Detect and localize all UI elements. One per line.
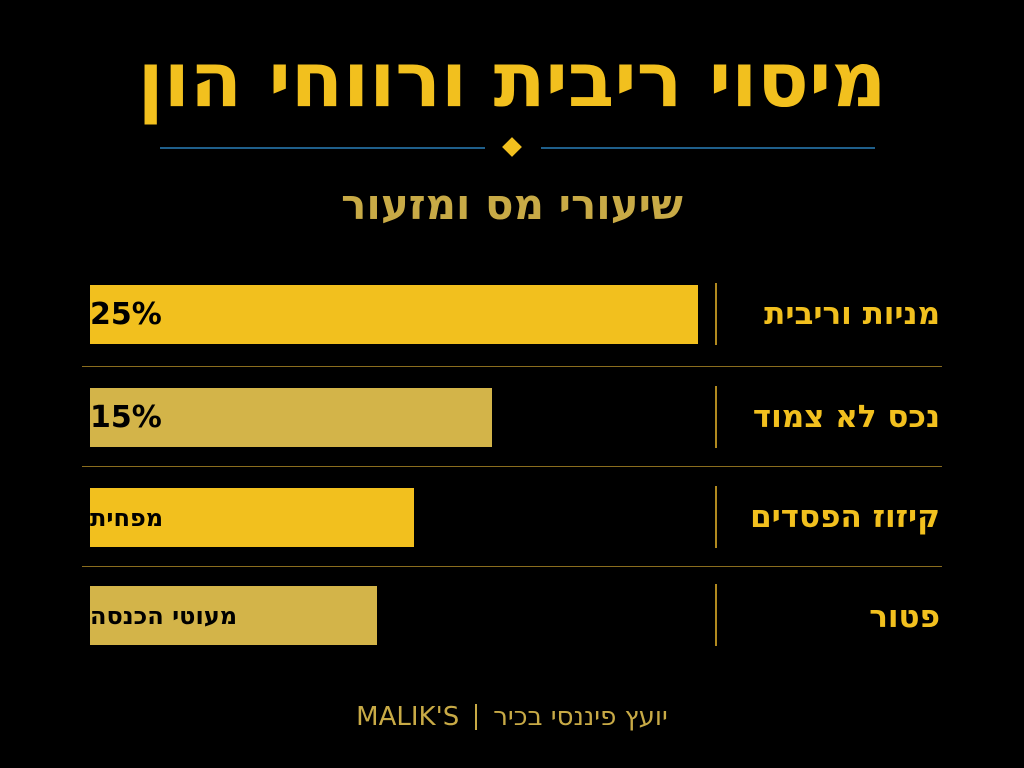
row-label: נכס לא צמוד [752, 399, 940, 435]
separator [715, 486, 717, 548]
row-separator [82, 466, 942, 467]
divider-line [160, 147, 485, 149]
separator [715, 584, 717, 646]
separator [715, 386, 717, 448]
bar: 15% [90, 388, 492, 447]
footer: MALIK'S יועץ פיננסי בכיר [0, 700, 1024, 734]
separator [715, 283, 717, 345]
row-separator [82, 566, 942, 567]
bar-value: מעוטי הכנסה [90, 601, 238, 630]
title: מיסוי ריבית ורווחי הון [137, 35, 887, 124]
divider-line [541, 147, 875, 149]
bar-value: 15% [90, 400, 162, 435]
bar: מעוטי הכנסה [90, 586, 377, 645]
bar-value: 25% [90, 297, 162, 332]
footer-brand: MALIK'S [356, 702, 460, 732]
row-label: מניות וריבית [764, 296, 940, 332]
footer-tagline: יועץ פיננסי בכיר [493, 702, 668, 732]
subtitle: שיעורי מס ומזעור [341, 180, 683, 229]
row-separator [82, 366, 942, 367]
bar-value: מפחית [90, 503, 164, 532]
footer-divider [475, 704, 478, 730]
bar: 25% [90, 285, 698, 344]
bar: מפחית [90, 488, 414, 547]
row-label: קיזוז הפסדים [750, 499, 940, 535]
divider-diamond [502, 137, 522, 157]
row-label: פטור [869, 599, 940, 635]
